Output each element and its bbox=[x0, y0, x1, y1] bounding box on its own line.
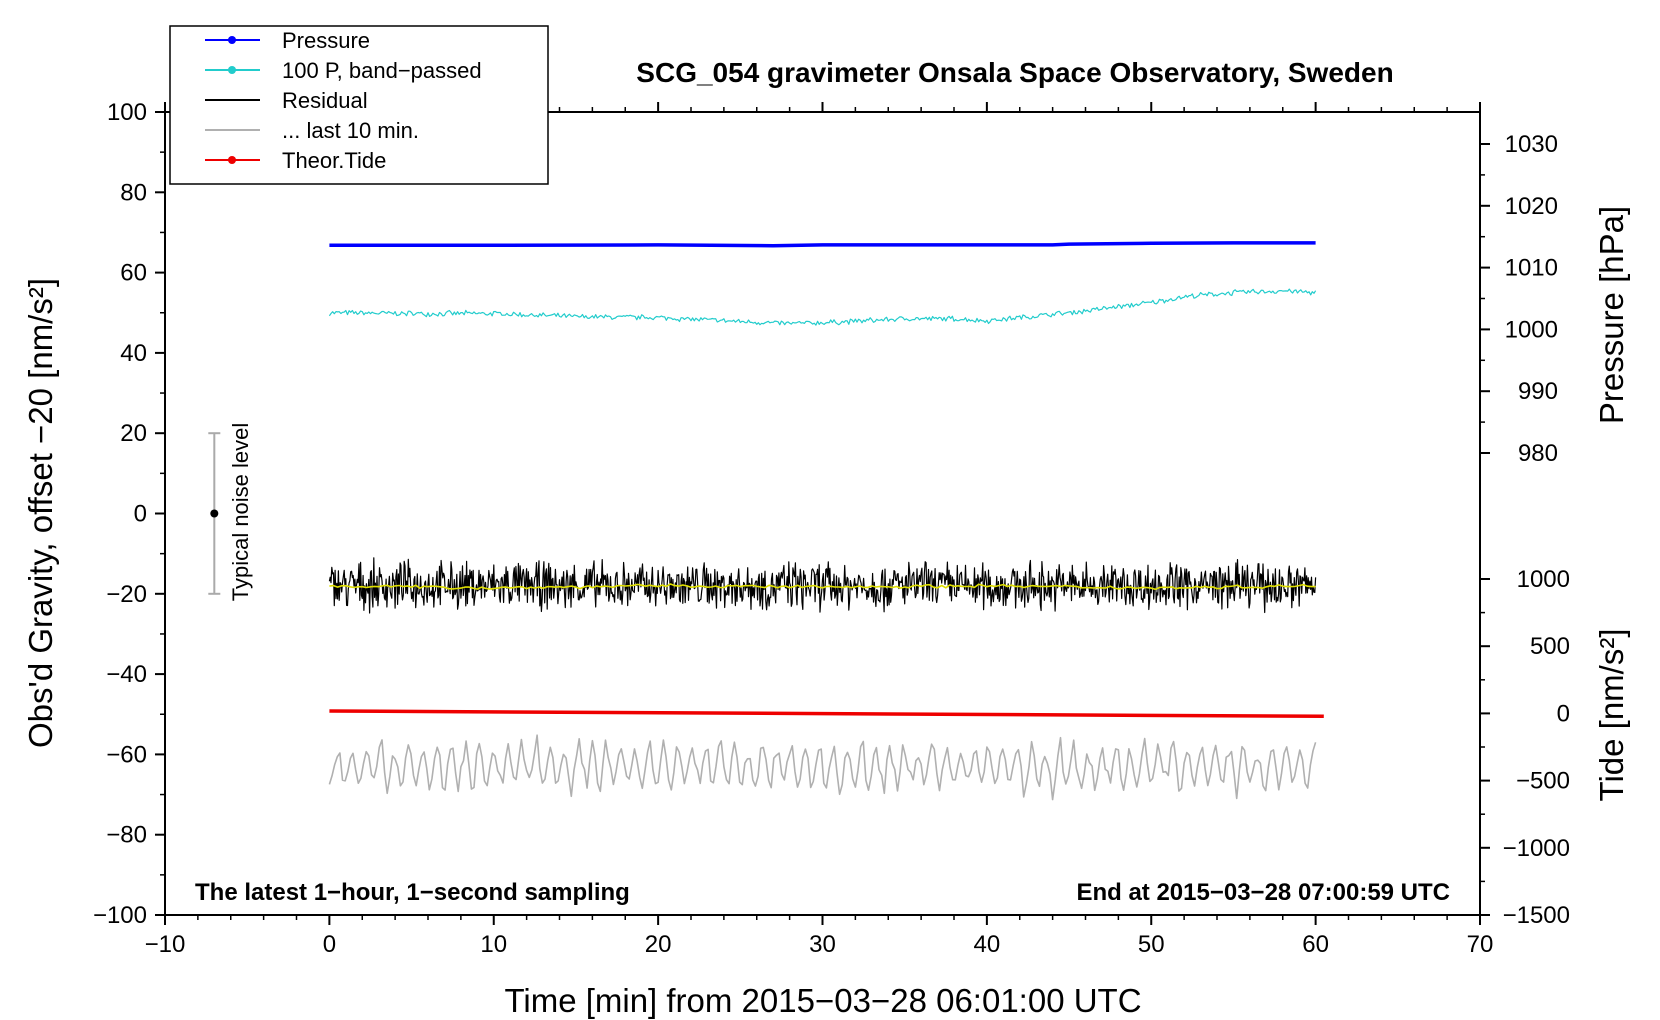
y-tick-label: −100 bbox=[93, 902, 147, 929]
y-tick-label: −60 bbox=[106, 741, 147, 768]
tide-tick-label: 1000 bbox=[1517, 566, 1570, 593]
y-tick-label: 40 bbox=[120, 340, 147, 367]
series-line-theor-tide bbox=[329, 709, 1324, 719]
x-tick-label: 20 bbox=[645, 931, 672, 958]
legend-label: ... last 10 min. bbox=[282, 118, 419, 143]
y-tick-label: −80 bbox=[106, 822, 147, 849]
pressure-tick-label: 1020 bbox=[1505, 193, 1558, 220]
sampling-note: The latest 1−hour, 1−second sampling bbox=[195, 879, 630, 906]
x-tick-label: −10 bbox=[145, 931, 186, 958]
pressure-tick-label: 980 bbox=[1518, 440, 1558, 467]
y-tick-label: 100 bbox=[107, 99, 147, 126]
series-line-residual bbox=[328, 557, 1317, 614]
series-line-last-10-min bbox=[328, 734, 1317, 801]
legend-marker bbox=[228, 156, 236, 164]
x-tick-label: 50 bbox=[1138, 931, 1165, 958]
x-tick-label: 10 bbox=[480, 931, 507, 958]
plot-frame bbox=[164, 111, 1481, 916]
legend-marker bbox=[228, 36, 236, 44]
legend-label: Theor.Tide bbox=[282, 148, 386, 173]
pressure-tick-label: 990 bbox=[1518, 378, 1558, 405]
tide-tick-label: −1000 bbox=[1503, 835, 1570, 862]
noise-center-point bbox=[210, 509, 219, 518]
tide-tick-label: 500 bbox=[1530, 633, 1570, 660]
y-tick-label: −20 bbox=[106, 581, 147, 608]
series-line-100-p-band-passed bbox=[328, 288, 1317, 326]
tide-tick-label: −1500 bbox=[1503, 902, 1570, 929]
y-tick-label: 0 bbox=[134, 501, 147, 528]
x-tick-label: 60 bbox=[1302, 931, 1329, 958]
tide-tick-label: −500 bbox=[1516, 768, 1570, 795]
x-axis-title: Time [min] from 2015−03−28 06:01:00 UTC bbox=[504, 982, 1141, 1019]
y-tick-label: −40 bbox=[106, 661, 147, 688]
end-time-note: End at 2015−03−28 07:00:59 UTC bbox=[1076, 879, 1450, 906]
x-tick-label: 40 bbox=[974, 931, 1001, 958]
pressure-tick-label: 1030 bbox=[1505, 131, 1558, 158]
legend-label: Residual bbox=[282, 88, 368, 113]
x-tick-label: 0 bbox=[323, 931, 336, 958]
pressure-tick-label: 1010 bbox=[1505, 255, 1558, 282]
x-tick-label: 70 bbox=[1467, 931, 1494, 958]
y-axis-title-tide: Tide [nm/s²] bbox=[1593, 629, 1630, 802]
chart-title: SCG_054 gravimeter Onsala Space Observat… bbox=[636, 57, 1393, 88]
tide-tick-label: 0 bbox=[1557, 700, 1570, 727]
y-tick-label: 60 bbox=[120, 260, 147, 287]
pressure-tick-label: 1000 bbox=[1505, 316, 1558, 343]
series-line-pressure bbox=[329, 241, 1316, 248]
y-tick-label: 80 bbox=[120, 179, 147, 206]
series-line-residual-smoothed bbox=[329, 583, 1316, 591]
legend-label: 100 P, band−passed bbox=[282, 58, 482, 83]
legend-label: Pressure bbox=[282, 28, 370, 53]
legend-marker bbox=[228, 66, 236, 74]
noise-level-label: Typical noise level bbox=[228, 423, 253, 602]
y-axis-title-pressure: Pressure [hPa] bbox=[1593, 206, 1630, 424]
x-tick-label: 30 bbox=[809, 931, 836, 958]
y-tick-label: 20 bbox=[120, 420, 147, 447]
y-axis-title-left: Obs'd Gravity, offset −20 [nm/s²] bbox=[22, 278, 59, 748]
